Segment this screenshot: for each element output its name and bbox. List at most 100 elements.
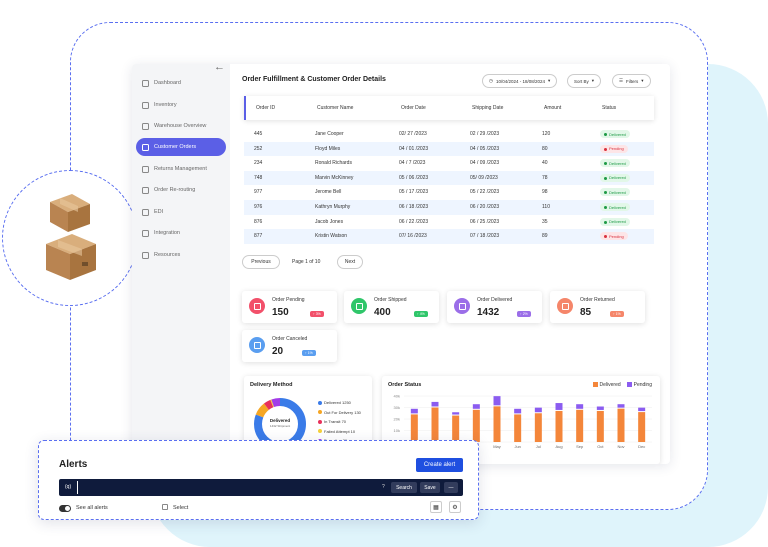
table-cell-order: 04 / 01 /2023 (399, 145, 429, 152)
table-row[interactable]: 976 Kathryn Murphy 06 / 18 /2023 06 / 20 /2… (244, 200, 654, 215)
stat-card-order-delivered[interactable]: Order Delivered 1432 ↑ 2% (447, 291, 542, 323)
sidebar-item-dashboard[interactable]: Dashboard (136, 74, 226, 92)
column-header: Status (602, 105, 617, 111)
table-cell-amount: 40 (542, 160, 548, 167)
table-cell-amount: 35 (542, 218, 548, 225)
more-options-button[interactable]: — (444, 482, 458, 493)
table-cell-order: 05 / 17 /2023 (399, 189, 429, 196)
table-cell-order: 06 / 22 /2023 (399, 218, 429, 225)
chevron-down-icon: ▾ (591, 78, 595, 83)
table-row[interactable]: 445 Jane Cooper 02/ 27 /2023 02 / 29 /2023 1… (244, 127, 654, 142)
status-dot-icon (604, 176, 607, 180)
status-badge: Delivered (600, 203, 630, 211)
status-dot-icon (604, 205, 607, 209)
save-button[interactable]: Save (420, 482, 440, 493)
legend-entry-delivered: Delivered (592, 382, 621, 388)
order-status-bar-chart: 40k30k20k10k0kJanFebMarAprMayJunJulAugSe… (394, 394, 652, 449)
help-icon[interactable]: ? (382, 484, 385, 490)
legend-dot-icon (318, 429, 322, 434)
x-tick-label: May (493, 444, 501, 449)
sidebar-item-resources[interactable]: Resources (136, 246, 226, 264)
sidebar-item-label: Inventory (154, 102, 177, 108)
table-row[interactable]: 876 Jacob Jones 06 / 22 /2023 06 / 25 /2023… (244, 215, 654, 230)
table-cell-ship: 04 / 05 /2023 (470, 145, 500, 152)
collapse-arrow-icon[interactable]: ← (214, 64, 225, 73)
create-alert-button[interactable]: Create alert (416, 458, 463, 472)
table-cell-id: 976 (254, 204, 263, 210)
status-badge: Delivered (600, 130, 630, 138)
filters-label: Filters (626, 78, 639, 84)
stat-card-order-canceled[interactable]: Order Canceled 20 ↑ 1% (242, 330, 337, 362)
see-all-alerts-toggle[interactable] (59, 505, 71, 512)
sidebar-item-integration[interactable]: Integration (136, 224, 226, 242)
table-cell-amount: 80 (542, 145, 548, 152)
table-row[interactable]: 234 Ronald Richards 04 / 7 /2023 04 / 09 /2… (244, 156, 654, 171)
bar-pending (534, 407, 542, 413)
status-text: Pending (609, 146, 624, 152)
alert-query-bar: (q) ? Search Save — (59, 479, 463, 496)
table-cell-ship: 04 / 09 /2023 (470, 160, 500, 167)
delivery-legend-item: Out For Delivery 130 (318, 410, 361, 415)
bar-pending (472, 404, 480, 409)
bar-pending (596, 406, 604, 410)
bar-pending (410, 408, 418, 414)
stat-card-order-returned[interactable]: Order Returned 85 ↑ 1% (550, 291, 645, 323)
stat-card-order-pending[interactable]: Order Pending 150 ↑ 3% (242, 291, 337, 323)
select-label: Select (173, 505, 189, 511)
sidebar-item-rerouting[interactable]: Order Re-routing (136, 181, 226, 199)
stat-change-badge: ↑ 2% (517, 311, 531, 317)
bar-delivered (617, 408, 625, 442)
table-cell-amount: 120 (542, 131, 551, 137)
next-page-button[interactable]: Next (337, 255, 363, 269)
stat-label: Order Returned (580, 297, 615, 303)
x-tick-label: Sep (576, 444, 584, 449)
table-cell-amount: 89 (542, 233, 548, 240)
stat-icon (249, 298, 265, 314)
cardboard-box-icon (46, 234, 96, 280)
sidebar-item-label: EDI (154, 209, 164, 215)
status-dot-icon (604, 162, 607, 166)
stat-value: 400 (374, 307, 391, 318)
status-text: Delivered (609, 131, 626, 137)
table-cell-order: 07/ 16 /2023 (399, 233, 427, 240)
previous-page-button[interactable]: Previous (242, 255, 280, 269)
calendar-icon[interactable]: ▦ (430, 501, 442, 513)
table-cell-order: 05 / 06 /2023 (399, 174, 429, 181)
table-cell-name: Jerome Bell (315, 189, 342, 196)
chart-legend: Delivered Pending (592, 382, 652, 388)
select-checkbox[interactable] (162, 504, 168, 510)
sidebar-item-inventory[interactable]: Inventory (136, 96, 226, 114)
stat-value: 150 (272, 307, 289, 318)
stat-label: Order Canceled (272, 336, 308, 342)
table-row[interactable]: 977 Jerome Bell 05 / 17 /2023 05 / 22 /2023… (244, 185, 654, 200)
chart-title: Order Status (388, 382, 422, 388)
table-cell-order: 02/ 27 /2023 (399, 131, 427, 137)
settings-sliders-icon[interactable]: ⚙ (449, 501, 461, 513)
chevron-down-icon: ▾ (547, 78, 551, 83)
status-badge: Pending (600, 232, 628, 241)
y-tick-label: 30k (394, 405, 400, 410)
main-content: Order Fulfillment & Customer Order Detai… (230, 64, 670, 464)
sidebar-item-returns[interactable]: Returns Management (136, 160, 226, 178)
column-header: Amount (544, 105, 562, 111)
status-dot-icon (604, 220, 607, 224)
alert-query-input[interactable] (77, 481, 377, 494)
sidebar-item-customer-orders[interactable]: Customer Orders (136, 138, 226, 156)
table-row[interactable]: 252 Floyd Miles 04 / 01 /2023 04 / 05 /2023… (244, 141, 654, 157)
stat-card-order-shipped[interactable]: Order Shipped 400 ↑ 4% (344, 291, 439, 323)
sidebar-item-label: Order Re-routing (154, 187, 196, 193)
table-row[interactable]: 748 Marvin McKinney 05 / 06 /2023 05/ 09 /2… (244, 170, 654, 186)
sidebar-item-warehouse[interactable]: Warehouse Overview (136, 117, 226, 135)
date-range-picker[interactable]: ◷ 10/04/2024 - 18/08/2024 ▾ (482, 74, 558, 88)
bar-pending (555, 403, 563, 410)
sort-by-dropdown[interactable]: Sort By ▾ (567, 74, 602, 88)
filter-icon: ☰ (619, 78, 624, 83)
sidebar-item-edi[interactable]: EDI (136, 203, 226, 221)
table-row[interactable]: 877 Kristin Watson 07/ 16 /2023 07 / 18 /20… (244, 229, 654, 244)
x-tick-label: Nov (617, 444, 624, 449)
stat-label: Order Pending (272, 297, 305, 303)
search-button[interactable]: Search (391, 482, 417, 493)
filters-button[interactable]: ☰ Filters ▾ (612, 74, 651, 88)
stat-label: Order Delivered (477, 297, 513, 303)
cardboard-box-icon (50, 194, 90, 232)
